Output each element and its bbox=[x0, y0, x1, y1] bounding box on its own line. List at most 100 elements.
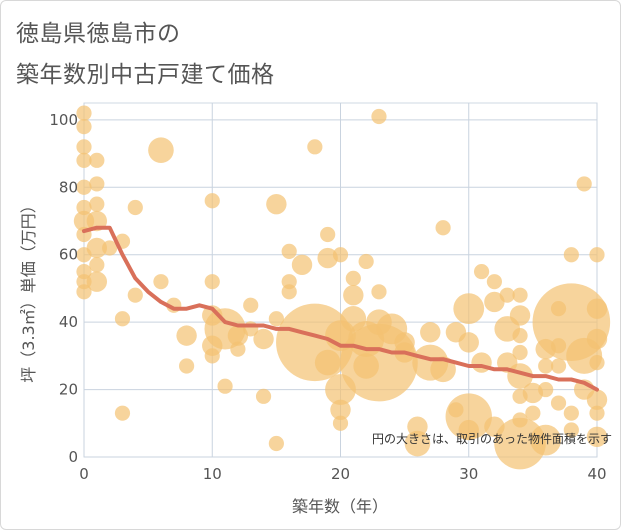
data-bubble bbox=[435, 220, 451, 236]
data-bubble bbox=[550, 301, 567, 317]
data-bubble bbox=[563, 422, 579, 438]
data-bubble bbox=[453, 293, 485, 325]
x-tick-label: 0 bbox=[79, 465, 89, 483]
data-bubble bbox=[217, 378, 233, 394]
data-bubble bbox=[330, 399, 351, 420]
data-bubble bbox=[550, 395, 567, 411]
data-bubble bbox=[576, 176, 592, 192]
data-bubble bbox=[371, 284, 387, 300]
data-bubble bbox=[512, 328, 528, 344]
data-bubble bbox=[114, 311, 131, 327]
data-bubble bbox=[176, 325, 197, 346]
data-bubble bbox=[332, 415, 349, 431]
data-bubble bbox=[204, 274, 220, 290]
chart-title-line2: 築年数別中古戸建て価格 bbox=[16, 62, 275, 88]
data-bubble bbox=[484, 416, 505, 437]
data-bubble bbox=[550, 338, 567, 354]
data-bubble bbox=[486, 274, 502, 290]
data-bubble bbox=[484, 291, 505, 313]
data-bubble bbox=[371, 108, 387, 125]
data-bubble bbox=[586, 389, 608, 410]
chart-title-line1: 徳島県徳島市の bbox=[16, 21, 181, 47]
data-bubble bbox=[458, 332, 479, 353]
data-bubble bbox=[538, 358, 554, 374]
y-axis-label: 坪（3.3㎡）単価（万円） bbox=[19, 197, 38, 382]
data-bubble bbox=[204, 348, 220, 364]
data-bubble bbox=[512, 344, 528, 361]
data-bubble bbox=[268, 435, 284, 452]
data-bubble bbox=[358, 253, 374, 270]
data-bubble bbox=[86, 237, 108, 259]
x-tick-label: 10 bbox=[203, 465, 222, 483]
data-bubble bbox=[550, 358, 567, 374]
x-tick-label: 30 bbox=[459, 465, 478, 483]
data-bubble bbox=[76, 247, 92, 263]
data-bubble bbox=[76, 152, 92, 168]
size-legend-note: 円の大きさは、取引のあった物件面積を示す bbox=[372, 431, 612, 446]
data-bubble bbox=[563, 405, 579, 421]
data-bubble bbox=[317, 247, 338, 269]
y-tick-label: 60 bbox=[59, 246, 78, 264]
data-bubble bbox=[589, 355, 605, 371]
data-bubble bbox=[448, 402, 464, 418]
data-bubble bbox=[343, 284, 364, 306]
data-bubble bbox=[407, 416, 428, 437]
data-bubble bbox=[420, 322, 441, 343]
data-bubble bbox=[76, 179, 92, 195]
y-tick-label: 0 bbox=[68, 448, 78, 466]
data-bubble bbox=[179, 358, 195, 374]
data-bubble bbox=[473, 263, 490, 280]
data-bubble bbox=[525, 405, 541, 421]
data-bubble bbox=[325, 374, 356, 405]
data-bubble bbox=[102, 240, 118, 256]
data-bubble bbox=[366, 309, 392, 335]
data-bubble bbox=[512, 388, 528, 404]
data-bubble bbox=[266, 193, 287, 215]
data-bubble bbox=[320, 226, 336, 243]
x-tick-label: 20 bbox=[331, 465, 350, 483]
data-bubble bbox=[586, 426, 608, 447]
data-bubble bbox=[499, 287, 515, 303]
data-bubble bbox=[76, 199, 92, 216]
data-bubble bbox=[332, 247, 349, 263]
data-bubble bbox=[563, 247, 579, 263]
y-tick-label: 40 bbox=[59, 313, 78, 331]
data-bubble bbox=[281, 284, 297, 300]
x-axis-label: 築年数（年） bbox=[292, 497, 388, 516]
trend-layer bbox=[82, 225, 599, 392]
data-bubble bbox=[227, 325, 249, 346]
data-bubble bbox=[458, 419, 479, 441]
data-bubble bbox=[314, 349, 341, 376]
data-bubble bbox=[589, 247, 605, 263]
data-bubble bbox=[127, 199, 143, 216]
data-bubble bbox=[202, 305, 223, 326]
data-bubble bbox=[530, 424, 562, 456]
data-bubble bbox=[243, 297, 259, 313]
data-bubble bbox=[291, 254, 313, 276]
data-bubble bbox=[204, 193, 220, 209]
data-bubble bbox=[589, 405, 605, 421]
data-bubble bbox=[148, 137, 174, 163]
data-bubble bbox=[535, 338, 556, 360]
data-bubble bbox=[86, 271, 108, 292]
data-bubble bbox=[538, 381, 554, 398]
data-bubble bbox=[255, 388, 272, 404]
data-bubble bbox=[153, 274, 169, 290]
data-bubble bbox=[89, 257, 105, 273]
trend-line bbox=[82, 225, 599, 392]
data-bubble bbox=[586, 298, 608, 319]
data-bubble bbox=[404, 430, 431, 457]
data-bubble bbox=[76, 105, 92, 121]
data-bubble bbox=[522, 382, 544, 404]
data-bubble bbox=[253, 328, 274, 350]
data-bubble bbox=[512, 412, 528, 428]
data-bubble bbox=[89, 196, 105, 212]
x-tick-label: 40 bbox=[587, 465, 606, 483]
data-bubble bbox=[89, 152, 105, 168]
tick-labels: 0 20 40 60 80 100 0 10 20 30 40 bbox=[49, 111, 606, 483]
data-bubble bbox=[76, 139, 92, 155]
data-bubble bbox=[512, 287, 528, 303]
data-bubble bbox=[494, 417, 546, 470]
data-bubble bbox=[345, 270, 361, 286]
